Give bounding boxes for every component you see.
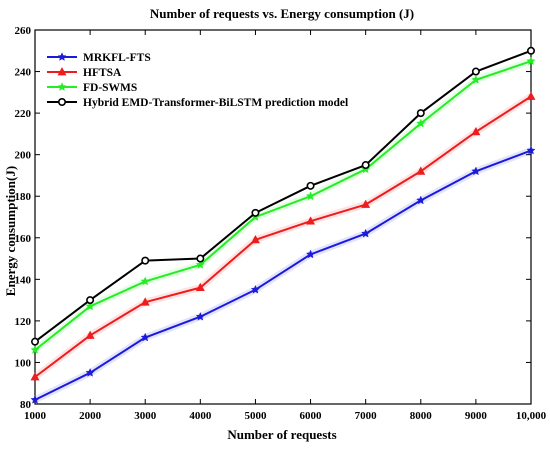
series-layer [30, 46, 536, 404]
data-point [471, 67, 480, 76]
x-tick-label: 4000 [189, 410, 212, 422]
legend-swatch-marker [57, 52, 67, 61]
series-1 [30, 145, 536, 404]
x-axis: 1000 2000 3000 4000 5000 6000 7000 8000 9000 10,0… [24, 30, 547, 422]
legend-item: MRKFL-FTS [47, 52, 151, 64]
data-point [85, 367, 95, 377]
y-axis: 80 100 120 140 160 180 200 220 240 260 [15, 25, 531, 411]
x-axis-title: Number of requests [227, 427, 336, 442]
data-point [250, 235, 260, 244]
series-line [34, 60, 532, 351]
x-tick-label: 3000 [134, 410, 157, 422]
x-tick-label: 6000 [300, 410, 323, 422]
data-point [361, 199, 371, 208]
data-point [196, 254, 205, 263]
series-2 [30, 91, 536, 381]
x-tick-label: 7000 [355, 410, 378, 422]
x-tick-label: 8000 [410, 410, 433, 422]
data-point [361, 228, 371, 238]
series-4 [30, 46, 535, 346]
legend: MRKFL-FTS HFTSA FD-SWMS Hybrid EMD-Transfor… [47, 52, 348, 109]
data-point [305, 191, 316, 201]
legend-label: MRKFL-FTS [83, 52, 151, 64]
data-point [30, 345, 40, 354]
x-tick-label: 2000 [79, 410, 102, 422]
data-point [526, 145, 536, 155]
series-line [34, 49, 532, 343]
data-point [140, 276, 150, 286]
data-point [306, 181, 315, 190]
legend-swatch-marker [57, 82, 67, 91]
data-point [195, 259, 205, 269]
y-axis-title: Energy consumption(J) [3, 166, 18, 296]
data-point [361, 161, 370, 170]
legend-swatch-marker [57, 67, 67, 76]
data-point [306, 216, 316, 225]
y-tick-label: 120 [15, 316, 32, 328]
data-point [86, 296, 95, 305]
data-point [416, 109, 425, 118]
data-point [195, 311, 205, 321]
y-tick-label: 180 [15, 191, 32, 203]
y-tick-label: 160 [15, 233, 32, 245]
legend-label: FD-SWMS [83, 82, 137, 94]
y-tick-label: 260 [15, 25, 32, 37]
y-tick-label: 220 [15, 108, 32, 120]
data-point [305, 249, 316, 259]
data-point [526, 91, 536, 100]
data-point [526, 56, 536, 66]
series-line [34, 95, 532, 378]
data-point [416, 195, 426, 205]
legend-swatch-marker [57, 98, 66, 107]
data-point [30, 394, 40, 404]
legend-label: Hybrid EMD-Transformer-BiLSTM prediction… [83, 97, 348, 109]
x-tick-label: 9000 [465, 410, 488, 422]
data-point [526, 46, 535, 55]
legend-label: HFTSA [83, 67, 122, 79]
data-point [471, 75, 481, 84]
series-line [34, 149, 532, 401]
legend-item: FD-SWMS [47, 82, 137, 94]
y-tick-label: 80 [20, 399, 32, 411]
legend-item: Hybrid EMD-Transformer-BiLSTM prediction… [47, 97, 348, 109]
data-point [416, 118, 426, 128]
y-tick-label: 140 [15, 274, 32, 286]
series-3 [30, 56, 536, 354]
y-tick-label: 240 [15, 67, 32, 79]
data-point [85, 330, 95, 339]
legend-item: HFTSA [47, 67, 122, 79]
x-tick-label: 5000 [244, 410, 267, 422]
x-tick-label: 10,000 [516, 410, 547, 422]
data-point [471, 126, 481, 136]
data-point [30, 372, 40, 381]
data-point [250, 284, 261, 294]
y-tick-label: 200 [15, 150, 32, 162]
data-point [251, 208, 260, 217]
data-point [471, 166, 481, 176]
y-tick-label: 100 [15, 357, 32, 369]
data-point [85, 301, 95, 311]
data-point [30, 337, 39, 346]
data-point [416, 166, 426, 175]
data-point [195, 282, 205, 292]
data-point [140, 332, 150, 342]
data-point [140, 297, 150, 306]
x-tick-label: 1000 [24, 410, 47, 422]
data-point [141, 256, 150, 265]
chart-title: Number of requests vs. Energy consumptio… [150, 6, 414, 21]
